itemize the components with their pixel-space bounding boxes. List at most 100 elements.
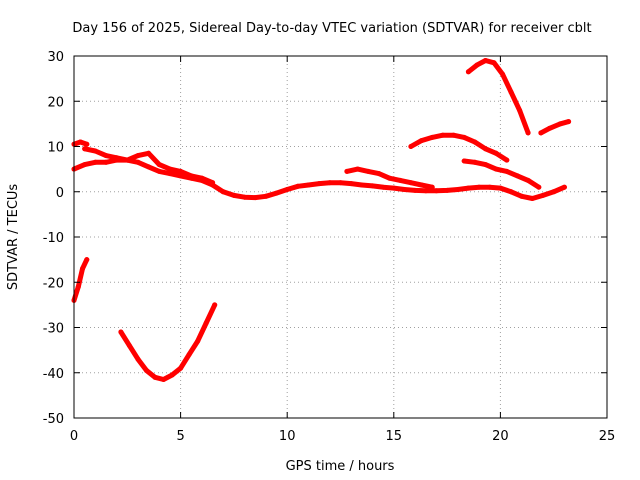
data-point [525, 177, 531, 183]
data-point [391, 185, 397, 191]
data-point [316, 181, 322, 187]
data-point [397, 177, 403, 183]
data-point [504, 157, 510, 163]
x-tick-label: 5 [176, 429, 184, 444]
data-point [199, 175, 205, 181]
data-point [487, 184, 493, 190]
x-tick-label: 15 [386, 429, 403, 444]
data-point [370, 183, 375, 189]
data-point [546, 125, 552, 131]
data-point [429, 134, 435, 140]
axis-ticks: 0 5 10 15 20 25 -50 -40 -30 -20 -10 0 10 20 30 [43, 50, 616, 444]
series-line-arc-5 [118, 302, 218, 382]
data-point [359, 182, 365, 188]
y-axis-label: SDTVAR / TECUs [6, 184, 21, 291]
data-point [423, 188, 429, 194]
data-point [75, 284, 81, 290]
data-point [465, 69, 471, 75]
data-point [306, 182, 311, 188]
data-point [135, 159, 141, 165]
data-point [284, 187, 290, 192]
data-point [540, 192, 546, 198]
y-tick-label: -40 [43, 367, 64, 382]
data-point [387, 175, 392, 181]
data-point [252, 195, 258, 201]
data-point [231, 192, 237, 198]
data-point [178, 168, 184, 174]
data-point [451, 132, 456, 138]
x-tick-label: 10 [279, 429, 296, 444]
data-point [444, 187, 450, 193]
data-point [525, 130, 531, 136]
data-point [536, 184, 542, 190]
y-tick-label: -50 [43, 412, 64, 427]
data-point [465, 185, 471, 191]
y-tick-label: -30 [43, 322, 64, 337]
data-point [92, 148, 98, 154]
data-point [263, 193, 269, 199]
data-point [344, 168, 350, 174]
data-point [515, 173, 520, 179]
data-point [472, 159, 478, 165]
data-point [433, 188, 439, 194]
data-point [212, 302, 218, 308]
data-point [519, 193, 525, 199]
y-tick-label: 30 [47, 50, 64, 65]
data-point [167, 171, 173, 177]
plot-frame [73, 55, 608, 419]
plot-area [71, 58, 572, 382]
data-point [103, 159, 109, 165]
data-point [491, 60, 497, 66]
data-point [402, 187, 407, 192]
data-point [419, 182, 424, 188]
data-point [135, 356, 141, 362]
data-point [472, 139, 478, 145]
data-point [476, 184, 482, 190]
data-point [557, 121, 563, 127]
data-point [408, 180, 414, 186]
data-point [126, 343, 132, 349]
data-point [146, 150, 152, 156]
data-point [497, 185, 503, 191]
data-point [440, 132, 446, 138]
data-point [167, 166, 173, 172]
data-point [114, 155, 120, 161]
x-tick-label: 20 [492, 429, 509, 444]
data-point [338, 180, 343, 186]
data-point [348, 181, 354, 187]
y-tick-label: 0 [56, 186, 64, 201]
x-tick-label: 25 [599, 429, 616, 444]
data-point [455, 187, 461, 192]
data-point [80, 266, 85, 272]
data-point [295, 183, 301, 189]
data-point [146, 164, 152, 170]
data-point [355, 166, 361, 172]
data-point [538, 130, 544, 136]
data-point [82, 162, 88, 168]
data-point [274, 190, 279, 196]
data-point [500, 71, 505, 77]
data-point [82, 146, 88, 152]
chart-title: Day 156 of 2025, Sidereal Day-to-day VTE… [72, 21, 591, 36]
data-point [156, 162, 162, 168]
data-point [203, 320, 209, 326]
data-point [380, 184, 386, 190]
data-point [461, 158, 467, 164]
data-point [92, 159, 98, 165]
data-point [327, 180, 333, 186]
data-point [474, 62, 480, 68]
data-point [529, 196, 535, 201]
series-line-arc-4 [71, 257, 90, 303]
y-tick-label: 20 [47, 95, 64, 110]
data-point [493, 150, 499, 156]
series-line-arc-10 [538, 119, 572, 136]
data-point [483, 146, 488, 152]
data-point [188, 173, 194, 179]
data-point [84, 141, 90, 147]
data-point [483, 162, 488, 168]
data-point [84, 257, 90, 263]
grid [74, 56, 607, 418]
data-point [161, 377, 166, 382]
series-line-arc-8 [461, 158, 542, 190]
